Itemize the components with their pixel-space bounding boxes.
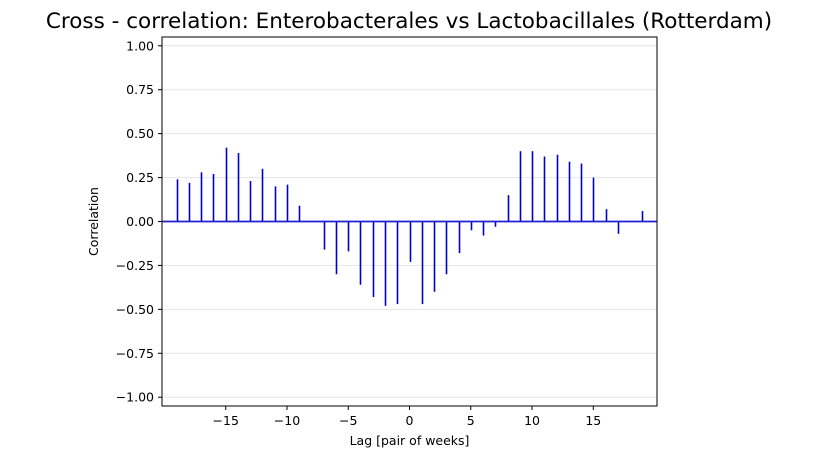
y-axis-label: Correlation: [86, 187, 101, 256]
x-tick-label: 10: [524, 413, 540, 428]
y-tick-label: 0.50: [126, 126, 154, 141]
y-tick-label: −0.75: [116, 346, 154, 361]
y-tick-label: −1.00: [116, 390, 154, 405]
grid-lines: [162, 45, 657, 398]
x-tick-label: −15: [213, 413, 239, 428]
x-axis: −15 −10 −5 0 5 10 15: [213, 406, 601, 428]
y-tick-label: 0.25: [126, 170, 154, 185]
y-tick-label: 1.00: [126, 38, 154, 53]
x-tick-label: 0: [406, 413, 414, 428]
y-tick-label: 0.75: [126, 82, 154, 97]
x-tick-label: 15: [585, 413, 601, 428]
x-tick-label: 5: [467, 413, 475, 428]
x-tick-label: −10: [274, 413, 300, 428]
x-tick-label: −5: [339, 413, 357, 428]
y-tick-label: −0.25: [116, 258, 154, 273]
y-axis: −1.00 −0.75 −0.50 −0.25 0.00 0.25 0.50 0.75 1.00: [116, 38, 162, 405]
chart-title: Cross - correlation: Enterobacterales vs…: [46, 9, 772, 34]
y-tick-label: 0.00: [126, 214, 154, 229]
plot-area: −15 −10 −5 0 5 10 15 −1.00 −0.75 −0.50 −0.25 0.00 0…: [116, 36, 658, 428]
y-tick-label: −0.50: [116, 302, 154, 317]
stems: [176, 147, 644, 306]
x-axis-label: Lag [pair of weeks]: [350, 433, 470, 448]
